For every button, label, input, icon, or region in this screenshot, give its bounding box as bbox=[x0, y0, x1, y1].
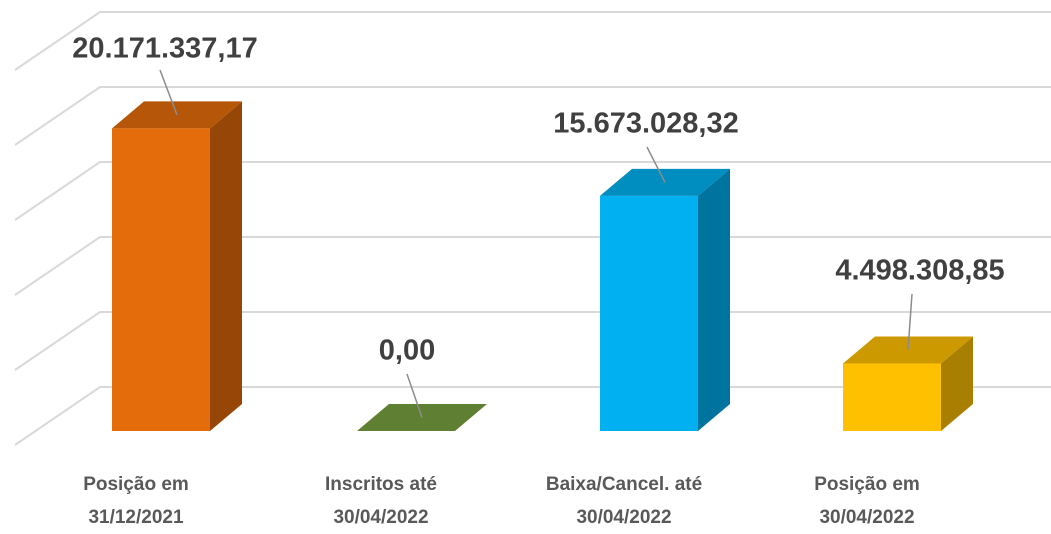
bar-side bbox=[210, 101, 242, 432]
leader-line bbox=[159, 69, 178, 116]
grid-line bbox=[14, 311, 1051, 371]
bar-top bbox=[112, 101, 242, 129]
grid-line bbox=[14, 11, 1051, 71]
grid-line bbox=[14, 161, 1051, 221]
data-label: 4.498.308,85 bbox=[835, 255, 1004, 287]
x-tick-label: Baixa/Cancel. até 30/04/2022 bbox=[545, 474, 703, 528]
x-tick-label: Posição em 30/04/2022 bbox=[814, 474, 920, 528]
data-label: 15.673.028,32 bbox=[553, 108, 738, 140]
grid-line bbox=[14, 236, 1051, 296]
bar-side bbox=[698, 168, 730, 431]
bar bbox=[112, 128, 210, 432]
bar bbox=[843, 363, 941, 431]
leader-line bbox=[907, 293, 913, 351]
leader-line bbox=[406, 373, 423, 418]
x-tick-label: Inscritos até 30/04/2022 bbox=[325, 474, 437, 528]
data-label: 0,00 bbox=[379, 335, 435, 367]
bar-side bbox=[941, 336, 973, 431]
grid-line bbox=[14, 86, 1051, 146]
bar bbox=[600, 195, 698, 431]
x-tick-label: Posição em 31/12/2021 bbox=[83, 474, 189, 528]
grid-line bbox=[14, 386, 1051, 446]
data-label: 20.171.337,17 bbox=[72, 33, 257, 65]
leader-line bbox=[646, 146, 666, 183]
